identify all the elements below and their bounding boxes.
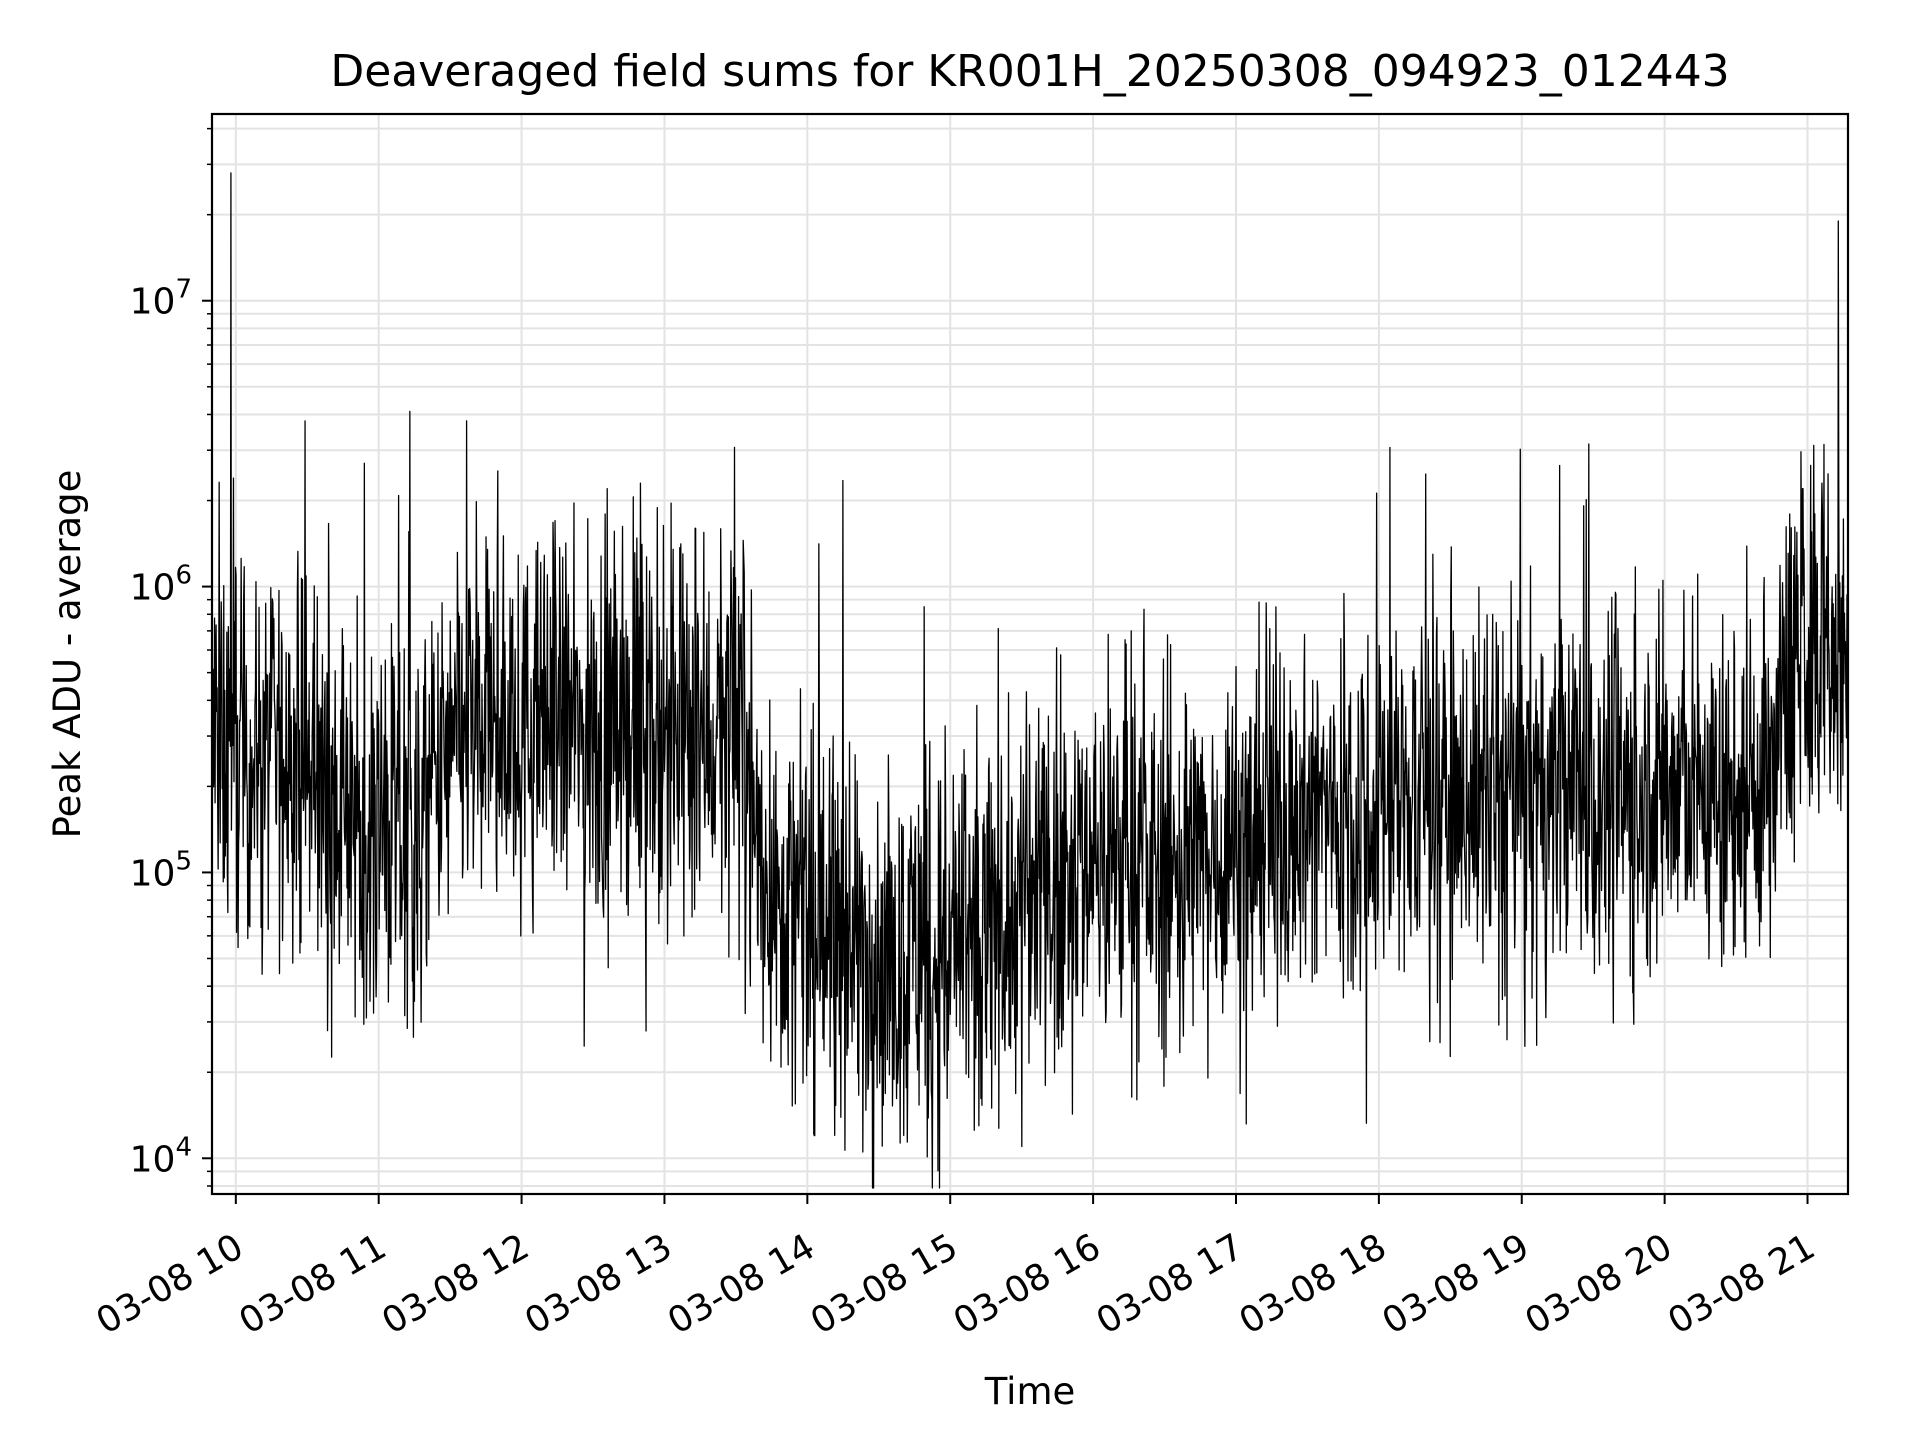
x-axis-label: Time	[984, 1370, 1076, 1413]
y-tick-exponent: 7	[175, 275, 192, 305]
plot-frame	[210, 112, 1850, 1196]
y-tick-base: 10	[130, 853, 176, 894]
y-tick-base: 10	[130, 282, 176, 323]
y-tick-label: 107	[130, 275, 192, 323]
y-tick-exponent: 4	[175, 1132, 192, 1162]
y-tick-label: 104	[130, 1132, 192, 1180]
y-tick-label: 106	[130, 561, 192, 609]
y-tick-base: 10	[130, 568, 176, 609]
y-tick-label: 105	[130, 846, 192, 894]
series-line	[211, 172, 1849, 1189]
chart-title: Deaveraged field sums for KR001H_2025030…	[330, 46, 1729, 97]
y-tick-base: 10	[130, 1139, 176, 1180]
y-tick-exponent: 6	[175, 561, 192, 591]
plot-area	[211, 172, 1849, 1189]
y-tick-exponent: 5	[175, 846, 192, 876]
y-axis-label: Peak ADU - average	[46, 470, 89, 839]
